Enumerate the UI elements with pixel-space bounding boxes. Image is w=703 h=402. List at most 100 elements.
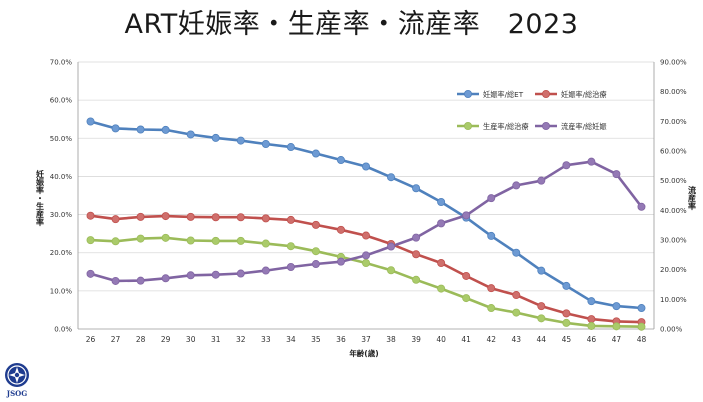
data-point — [562, 281, 571, 290]
y-tick-label: 60.0% — [50, 97, 73, 105]
legend-marker — [463, 90, 472, 99]
x-tick-label: 36 — [336, 335, 346, 344]
x-tick-label: 34 — [286, 335, 296, 344]
data-point — [211, 213, 220, 222]
y2-tick-label: 70.00% — [660, 118, 687, 126]
x-tick-label: 35 — [311, 335, 321, 344]
x-tick-label: 48 — [637, 335, 647, 344]
data-point — [562, 318, 571, 327]
data-point — [236, 236, 245, 245]
legend-label: 妊娠率/総ET — [483, 90, 524, 99]
data-point — [111, 237, 120, 246]
data-point — [387, 266, 396, 275]
x-tick-label: 45 — [562, 335, 572, 344]
data-point — [462, 271, 471, 280]
data-point — [361, 162, 370, 171]
data-point — [211, 133, 220, 142]
data-point — [111, 124, 120, 133]
y2-tick-label: 20.00% — [660, 266, 687, 274]
data-point — [587, 297, 596, 306]
y-tick-label: 50.0% — [50, 135, 73, 143]
data-point — [637, 322, 646, 331]
data-point — [412, 275, 421, 284]
data-point — [512, 291, 521, 300]
x-tick-label: 47 — [612, 335, 622, 344]
legend-marker — [463, 122, 472, 131]
data-point — [637, 304, 646, 313]
data-point — [612, 302, 621, 311]
data-point — [286, 143, 295, 152]
data-point — [462, 294, 471, 303]
y2-tick-label: 10.00% — [660, 296, 687, 304]
data-point — [462, 211, 471, 220]
data-point — [211, 270, 220, 279]
data-point — [261, 140, 270, 149]
data-point — [161, 212, 170, 221]
legend-label: 流産率/総妊娠 — [561, 122, 607, 131]
x-tick-label: 32 — [236, 335, 246, 344]
data-point — [437, 259, 446, 268]
series-markers — [86, 117, 646, 331]
data-point — [512, 308, 521, 317]
data-point — [311, 260, 320, 269]
page-title: ART妊娠率・生産率・流産率 2023 — [124, 9, 579, 40]
data-point — [537, 314, 546, 323]
y-tick-label: 40.0% — [50, 173, 73, 181]
data-point — [412, 233, 421, 242]
series-lines — [90, 120, 643, 328]
data-point — [512, 248, 521, 257]
y2-tick-label: 80.00% — [660, 88, 687, 96]
data-point — [537, 176, 546, 185]
data-point — [336, 257, 345, 266]
data-point — [86, 117, 95, 126]
data-point — [487, 304, 496, 313]
data-point — [211, 236, 220, 245]
data-point — [311, 220, 320, 229]
data-point — [612, 170, 621, 179]
legend-marker — [542, 122, 551, 131]
data-point — [261, 214, 270, 223]
data-point — [637, 202, 646, 211]
data-point — [286, 215, 295, 224]
x-tick-label: 46 — [587, 335, 597, 344]
data-point — [361, 251, 370, 260]
x-tick-label: 31 — [211, 335, 221, 344]
data-point — [487, 284, 496, 293]
x-tick-label: 40 — [436, 335, 446, 344]
data-point — [86, 269, 95, 278]
y2-tick-label: 90.00% — [660, 59, 687, 67]
data-point — [136, 276, 145, 285]
data-point — [437, 219, 446, 228]
data-point — [236, 269, 245, 278]
x-tick-label: 33 — [261, 335, 271, 344]
data-point — [412, 184, 421, 193]
data-point — [261, 239, 270, 248]
data-point — [86, 236, 95, 245]
y2-tick-label: 40.00% — [660, 207, 687, 215]
data-point — [361, 259, 370, 268]
data-point — [161, 233, 170, 242]
data-point — [612, 322, 621, 331]
data-point — [336, 156, 345, 165]
y2-tick-label: 0.00% — [660, 326, 683, 334]
data-point — [437, 284, 446, 293]
data-point — [412, 250, 421, 259]
data-point — [587, 321, 596, 330]
data-point — [537, 266, 546, 275]
data-point — [86, 211, 95, 220]
y-tick-label: 30.0% — [50, 211, 73, 219]
data-point — [286, 262, 295, 271]
x-tick-label: 29 — [161, 335, 171, 344]
jsog-logo-text: JSOG — [6, 389, 28, 398]
jsog-logo: JSOG — [4, 362, 30, 400]
y2-axis-label: 流産率 — [688, 185, 697, 211]
y-axis-label: 妊娠率・生産率 — [35, 169, 45, 227]
y2-tick-label: 50.00% — [660, 177, 687, 185]
data-point — [111, 215, 120, 224]
right-axis-ticks: 0.00% 10.00% 20.00% 30.00% 40.00% 50.00% 60.00… — [660, 59, 687, 334]
data-point — [512, 181, 521, 190]
x-axis-ticks: 26 27 28 29 30 31 32 33 34 35 36 37 38 39 40 41 42 43 44 45… — [86, 335, 647, 344]
data-point — [286, 242, 295, 251]
